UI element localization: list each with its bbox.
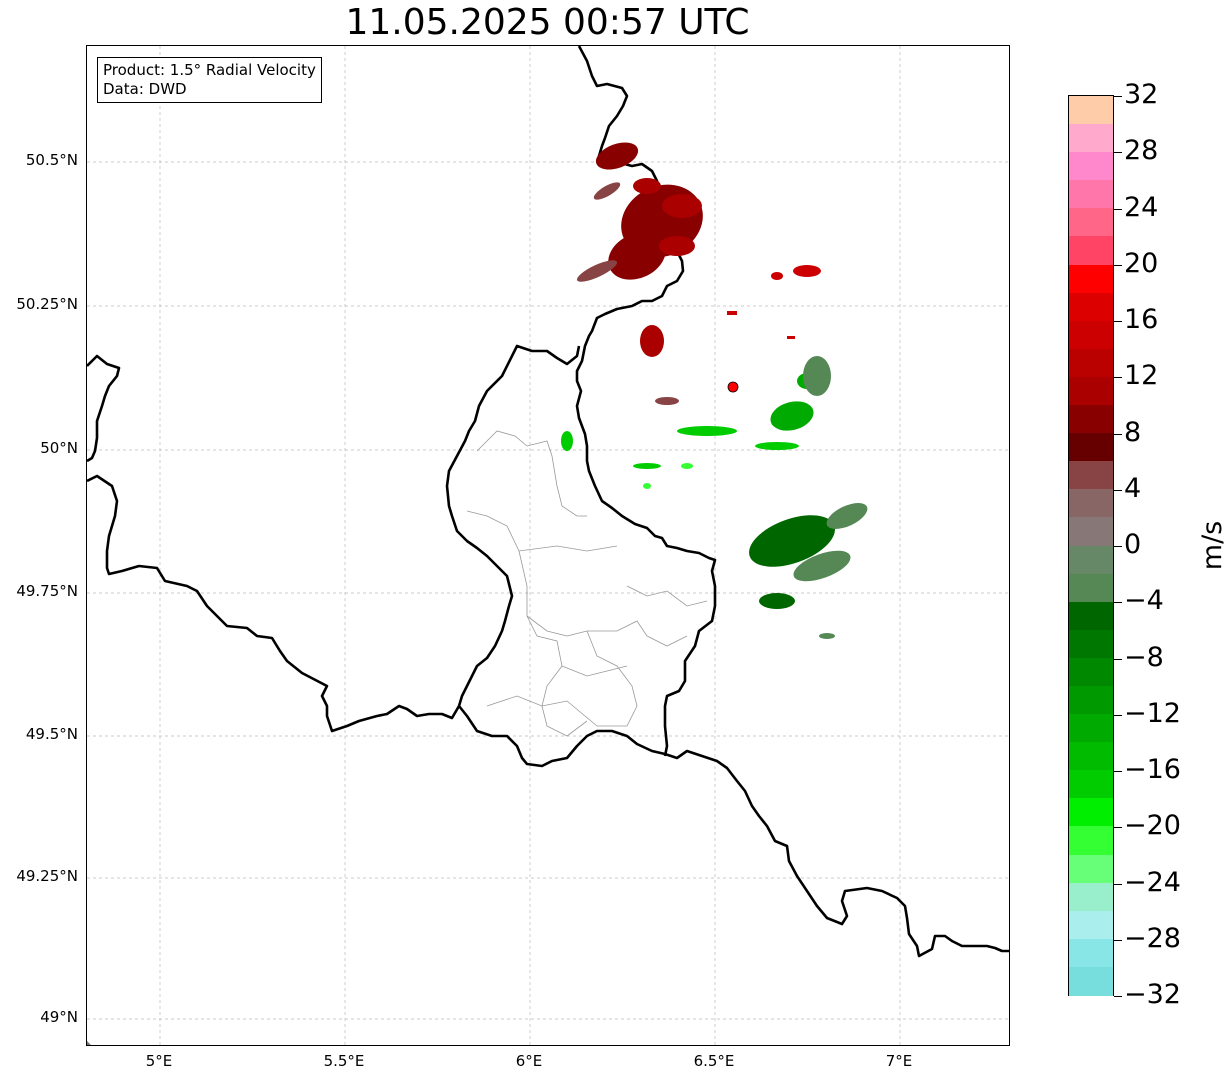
colorbar-segment (1069, 882, 1113, 912)
colorbar-tick-label: −28 (1124, 922, 1181, 954)
colorbar-tick (1114, 883, 1122, 885)
lon-label: 5.5°E (323, 1052, 365, 1070)
colorbar (1068, 95, 1114, 996)
colorbar-segment (1069, 236, 1113, 266)
colorbar-segment (1069, 292, 1113, 322)
colorbar-tick (1114, 96, 1122, 97)
lat-label: 49.5°N (25, 725, 78, 743)
colorbar-segment (1069, 742, 1113, 771)
colorbar-segment (1069, 629, 1113, 659)
colorbar-unit-label: m/s (1197, 520, 1225, 571)
colorbar-segment (1069, 376, 1113, 406)
colorbar-tick-label: 16 (1124, 304, 1159, 335)
colorbar-tick-label: 4 (1124, 472, 1142, 504)
colorbar-tick (1114, 264, 1122, 266)
colorbar-tick (1114, 546, 1122, 547)
colorbar-segment (1069, 320, 1113, 350)
colorbar-segment (1069, 461, 1113, 490)
lat-label: 50°N (40, 439, 78, 457)
colorbar-tick (1114, 827, 1122, 829)
colorbar-segment (1069, 826, 1113, 856)
colorbar-tick-label: 0 (1124, 529, 1142, 560)
colorbar-segment (1069, 489, 1113, 518)
lat-label: 49.25°N (16, 867, 78, 885)
colorbar-tick (1114, 658, 1122, 660)
colorbar-segment (1069, 264, 1113, 294)
map-panel (86, 45, 1010, 1046)
colorbar-tick (1114, 152, 1122, 154)
colorbar-segment (1069, 685, 1113, 715)
product-label: Product: 1.5° Radial Velocity (103, 61, 316, 79)
map-title: 11.05.2025 00:57 UTC (345, 2, 750, 43)
radar-echoes-outbound (576, 142, 821, 405)
colorbar-tick-label: −24 (1124, 866, 1181, 898)
lat-label: 49.75°N (16, 582, 78, 600)
colorbar-segment (1069, 601, 1113, 631)
colorbar-segment (1069, 433, 1113, 462)
colorbar-tick-label: −20 (1124, 810, 1181, 842)
colorbar-tick (1114, 489, 1122, 491)
colorbar-segment (1069, 770, 1113, 799)
lon-label: 7°E (885, 1052, 913, 1070)
luxembourg-district-boundaries (466, 430, 708, 737)
map-canvas (87, 46, 1009, 1045)
radar-echoes-inbound (561, 356, 868, 639)
gridlines (87, 46, 1009, 1045)
data-source-label: Data: DWD (103, 80, 187, 98)
colorbar-tick-label: −4 (1124, 585, 1164, 617)
colorbar-segment (1069, 124, 1113, 153)
colorbar-segment (1069, 517, 1113, 547)
lat-label: 50.5°N (25, 151, 78, 169)
colorbar-tick-label: 12 (1124, 360, 1159, 392)
lat-label: 50.25°N (16, 295, 78, 313)
colorbar-tick-label: −32 (1124, 979, 1181, 1010)
colorbar-tick (1114, 377, 1122, 379)
product-info-box: Product: 1.5° Radial Velocity Data: DWD (97, 57, 322, 103)
colorbar-tick (1114, 321, 1122, 322)
colorbar-tick (1114, 602, 1122, 604)
colorbar-tick (1114, 433, 1122, 435)
colorbar-segment (1069, 545, 1113, 575)
colorbar-segment (1069, 714, 1113, 743)
colorbar-tick-label: 28 (1124, 135, 1159, 167)
colorbar-segment (1069, 798, 1113, 828)
colorbar-segment (1069, 405, 1113, 434)
colorbar-tick (1114, 939, 1122, 941)
country-borders (87, 46, 1009, 958)
colorbar-segment (1069, 152, 1113, 181)
colorbar-segment (1069, 348, 1113, 378)
colorbar-tick-label: 8 (1124, 416, 1142, 448)
colorbar-segment (1069, 96, 1113, 125)
colorbar-tick (1114, 714, 1122, 716)
colorbar-segment (1069, 938, 1113, 968)
lon-label: 5°E (145, 1052, 173, 1070)
colorbar-segment (1069, 854, 1113, 884)
lat-label: 49°N (40, 1008, 78, 1026)
colorbar-tick-label: 24 (1124, 191, 1159, 223)
lon-label: 6°E (515, 1052, 543, 1070)
colorbar-tick-label: −8 (1124, 641, 1164, 673)
colorbar-tick-label: −16 (1124, 754, 1181, 785)
colorbar-segment (1069, 657, 1113, 687)
colorbar-segment (1069, 966, 1113, 996)
colorbar-segment (1069, 573, 1113, 603)
colorbar-tick (1114, 771, 1122, 772)
radar-site-marker (727, 381, 739, 393)
colorbar-tick-label: 32 (1124, 79, 1159, 110)
colorbar-segment (1069, 208, 1113, 238)
colorbar-segment (1069, 910, 1113, 940)
colorbar-tick (1114, 208, 1122, 210)
colorbar-segment (1069, 180, 1113, 209)
colorbar-tick (1114, 996, 1122, 997)
colorbar-tick-label: −12 (1124, 697, 1181, 729)
lon-label: 6.5°E (693, 1052, 735, 1070)
colorbar-tick-label: 20 (1124, 247, 1159, 279)
